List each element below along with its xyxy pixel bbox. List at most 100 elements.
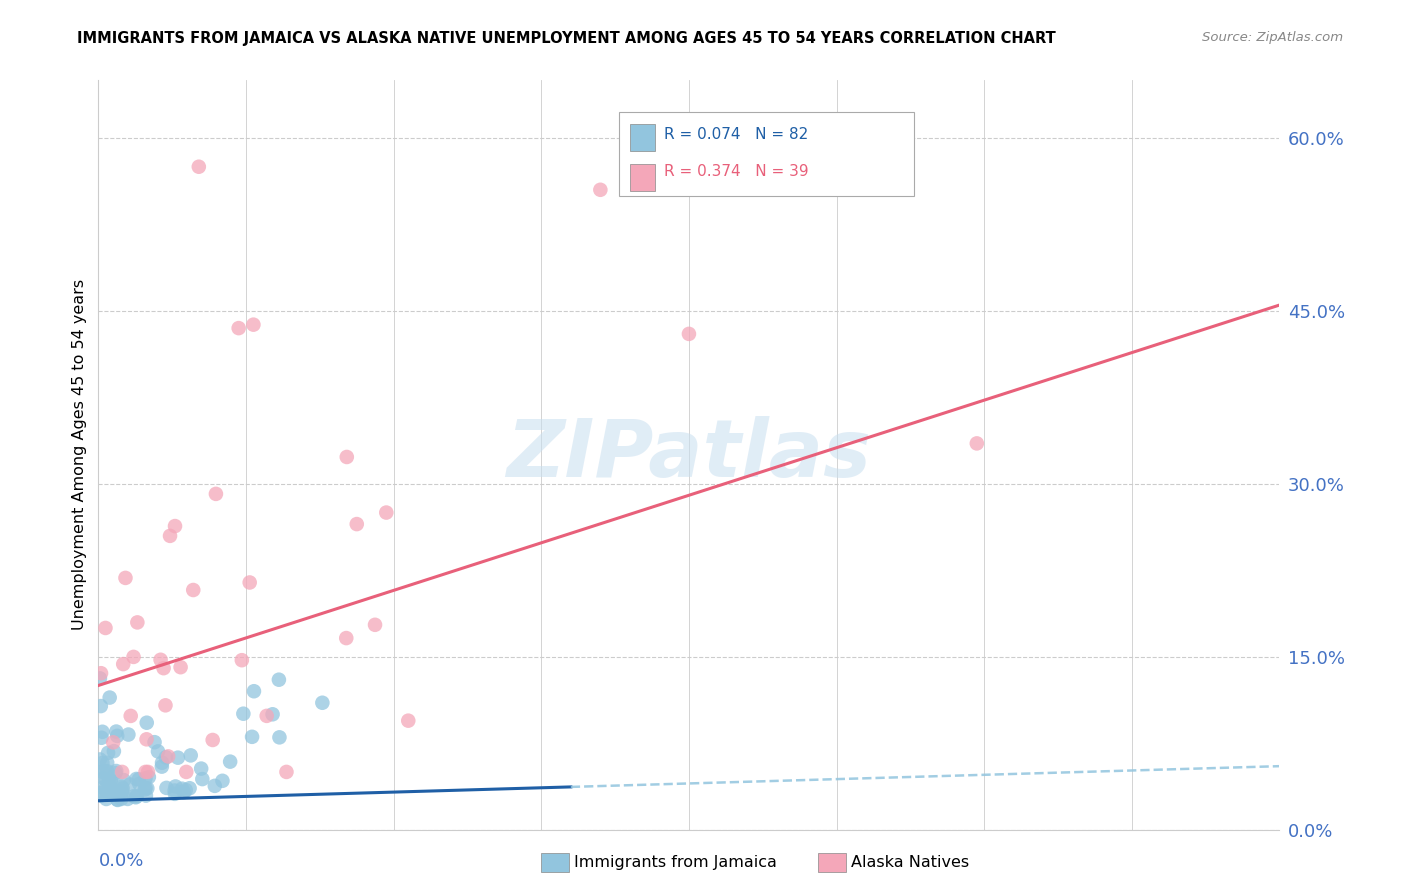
Point bbox=[135, 715, 157, 730]
Point bbox=[93, 771, 115, 785]
Point bbox=[90, 666, 112, 681]
Point bbox=[127, 615, 149, 630]
Point bbox=[128, 772, 150, 787]
Point bbox=[98, 786, 121, 800]
Point bbox=[138, 770, 160, 784]
Point bbox=[219, 755, 242, 769]
Point bbox=[174, 764, 197, 779]
Point bbox=[122, 649, 145, 664]
Point bbox=[89, 752, 111, 766]
Point bbox=[211, 773, 233, 788]
Point bbox=[239, 575, 262, 590]
Point bbox=[96, 792, 118, 806]
Point bbox=[165, 780, 187, 794]
Point bbox=[163, 787, 186, 801]
Point bbox=[262, 707, 284, 722]
Point bbox=[678, 326, 700, 341]
Point bbox=[134, 764, 156, 779]
Point bbox=[134, 771, 156, 785]
Point bbox=[117, 727, 139, 741]
Point bbox=[94, 764, 117, 779]
Point bbox=[172, 781, 194, 796]
Point bbox=[98, 774, 121, 789]
Point bbox=[135, 789, 157, 803]
Point bbox=[256, 709, 278, 723]
Point bbox=[105, 729, 128, 743]
Point bbox=[167, 750, 190, 764]
Point bbox=[190, 762, 212, 776]
Point bbox=[187, 160, 209, 174]
Point bbox=[128, 777, 150, 791]
Point bbox=[125, 789, 148, 804]
Point bbox=[163, 783, 186, 797]
Point bbox=[110, 780, 132, 794]
Point bbox=[107, 785, 129, 799]
Point bbox=[118, 778, 141, 792]
Point bbox=[243, 684, 266, 698]
Point bbox=[173, 785, 195, 799]
Point bbox=[181, 582, 204, 597]
Text: Source: ZipAtlas.com: Source: ZipAtlas.com bbox=[1202, 31, 1343, 45]
Point bbox=[204, 779, 226, 793]
Point bbox=[152, 661, 174, 675]
Point bbox=[155, 750, 177, 764]
Point bbox=[155, 780, 177, 795]
Text: IMMIGRANTS FROM JAMAICA VS ALASKA NATIVE UNEMPLOYMENT AMONG AGES 45 TO 54 YEARS : IMMIGRANTS FROM JAMAICA VS ALASKA NATIVE… bbox=[77, 31, 1056, 46]
Point bbox=[104, 783, 127, 797]
Point bbox=[169, 660, 191, 674]
Point bbox=[232, 706, 254, 721]
Point bbox=[112, 773, 135, 788]
Text: Immigrants from Jamaica: Immigrants from Jamaica bbox=[574, 855, 776, 870]
Point bbox=[150, 756, 173, 770]
Point bbox=[125, 772, 148, 786]
Point bbox=[98, 786, 121, 800]
Point bbox=[91, 724, 114, 739]
Text: 0.0%: 0.0% bbox=[98, 852, 143, 870]
Point bbox=[135, 732, 157, 747]
Point bbox=[136, 781, 159, 796]
Point bbox=[143, 735, 166, 749]
Point bbox=[91, 780, 114, 795]
Point bbox=[89, 672, 111, 686]
Point bbox=[98, 690, 121, 705]
Point bbox=[149, 653, 172, 667]
Point bbox=[96, 756, 118, 770]
Point bbox=[346, 517, 368, 532]
Text: ZIPatlas: ZIPatlas bbox=[506, 416, 872, 494]
Point bbox=[269, 731, 291, 745]
Point bbox=[94, 621, 117, 635]
Point bbox=[111, 785, 134, 799]
Point bbox=[191, 772, 214, 786]
Point bbox=[146, 744, 169, 758]
Point bbox=[396, 714, 419, 728]
Point bbox=[90, 789, 112, 803]
Point bbox=[96, 764, 118, 779]
Point bbox=[111, 764, 134, 779]
Point bbox=[157, 749, 180, 764]
Point bbox=[117, 792, 139, 806]
Point bbox=[231, 653, 253, 667]
Point bbox=[111, 781, 134, 796]
Point bbox=[589, 183, 612, 197]
Point bbox=[201, 733, 224, 747]
Point bbox=[120, 709, 142, 723]
Point bbox=[966, 436, 988, 450]
Point bbox=[103, 744, 125, 758]
Point bbox=[103, 735, 125, 749]
Point bbox=[122, 789, 145, 804]
Point bbox=[110, 792, 132, 806]
Point bbox=[112, 657, 135, 672]
Text: Alaska Natives: Alaska Natives bbox=[851, 855, 969, 870]
Point bbox=[276, 764, 298, 779]
Point bbox=[228, 321, 250, 335]
Point bbox=[105, 792, 128, 806]
Point bbox=[155, 698, 177, 713]
Point bbox=[174, 783, 197, 797]
Text: R = 0.074   N = 82: R = 0.074 N = 82 bbox=[664, 127, 808, 142]
Text: R = 0.374   N = 39: R = 0.374 N = 39 bbox=[664, 164, 808, 179]
Point bbox=[159, 529, 181, 543]
Point bbox=[134, 782, 156, 797]
Point bbox=[100, 773, 122, 788]
Point bbox=[97, 777, 120, 791]
Point bbox=[125, 790, 148, 805]
